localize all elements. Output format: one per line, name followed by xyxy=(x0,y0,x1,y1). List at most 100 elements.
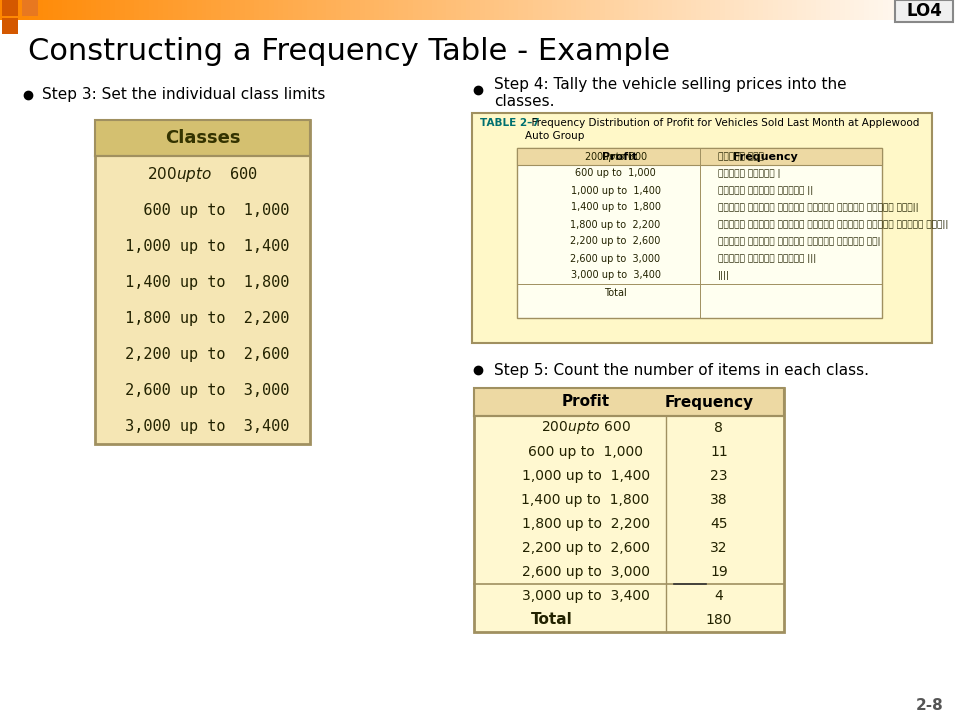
Bar xyxy=(614,0,620,20)
Text: 2,200 up to  2,600: 2,200 up to 2,600 xyxy=(521,541,650,555)
Bar xyxy=(523,0,529,20)
Bar xyxy=(442,0,447,20)
Bar xyxy=(514,0,519,20)
Bar xyxy=(96,0,102,20)
Bar xyxy=(806,0,812,20)
Text: 2,600 up to  3,000: 2,600 up to 3,000 xyxy=(570,253,660,264)
Bar xyxy=(163,0,169,20)
Bar xyxy=(710,0,716,20)
Bar xyxy=(485,0,491,20)
Bar xyxy=(389,0,395,20)
Bar xyxy=(754,0,759,20)
Bar xyxy=(845,0,851,20)
Bar xyxy=(192,0,198,20)
Text: 丨丨丨丨丨 丨丨丨: 丨丨丨丨丨 丨丨丨 xyxy=(718,152,763,161)
Text: 2,200 up to  2,600: 2,200 up to 2,600 xyxy=(570,236,660,246)
Bar xyxy=(206,0,212,20)
Bar xyxy=(230,0,236,20)
Bar xyxy=(518,0,524,20)
Bar xyxy=(643,0,649,20)
Text: classes.: classes. xyxy=(494,94,555,109)
Bar xyxy=(48,0,54,20)
Bar xyxy=(125,0,131,20)
Bar xyxy=(898,0,903,20)
Text: $ 200 up to $ 600: $ 200 up to $ 600 xyxy=(540,420,631,436)
Bar xyxy=(14,0,20,20)
Bar xyxy=(235,0,241,20)
Bar xyxy=(768,0,774,20)
Text: Step 4: Tally the vehicle selling prices into the: Step 4: Tally the vehicle selling prices… xyxy=(494,76,847,91)
Bar xyxy=(926,0,932,20)
Bar xyxy=(110,0,116,20)
Text: Auto Group: Auto Group xyxy=(525,131,585,141)
Bar xyxy=(581,0,587,20)
Text: 23: 23 xyxy=(710,469,728,483)
Bar xyxy=(499,0,505,20)
Bar xyxy=(624,0,630,20)
Text: Step 3: Set the individual class limits: Step 3: Set the individual class limits xyxy=(42,88,325,102)
Bar xyxy=(144,0,150,20)
Text: 丨丨丨丨丨 丨丨丨丨丨 丨丨丨丨丨 |||: 丨丨丨丨丨 丨丨丨丨丨 丨丨丨丨丨 ||| xyxy=(718,254,816,263)
Bar xyxy=(917,0,923,20)
Bar xyxy=(763,0,769,20)
Bar xyxy=(245,0,251,20)
Bar xyxy=(725,0,731,20)
Text: 1,400 up to  1,800: 1,400 up to 1,800 xyxy=(116,274,289,289)
Bar xyxy=(259,0,265,20)
Bar xyxy=(931,0,937,20)
Bar xyxy=(149,0,155,20)
Text: 3,000 up to  3,400: 3,000 up to 3,400 xyxy=(521,589,650,603)
Bar xyxy=(672,0,678,20)
Bar xyxy=(850,0,855,20)
Bar xyxy=(317,0,323,20)
Text: 2-8: 2-8 xyxy=(916,698,944,713)
Bar xyxy=(893,0,899,20)
Text: Frequency: Frequency xyxy=(665,395,755,410)
Bar xyxy=(269,0,275,20)
Bar xyxy=(475,0,481,20)
Bar xyxy=(571,0,577,20)
Bar xyxy=(682,0,687,20)
Text: 3,000 up to  3,400: 3,000 up to 3,400 xyxy=(116,418,289,433)
Bar xyxy=(835,0,841,20)
Bar xyxy=(2,18,18,34)
Bar xyxy=(346,0,351,20)
Bar xyxy=(907,0,913,20)
Bar xyxy=(187,0,193,20)
Bar xyxy=(667,0,673,20)
Text: 丨丨丨丨丨 丨丨丨丨丨 丨丨丨丨丨 丨丨丨丨丨 丨丨丨丨丨 丨丨丨丨丨 丨丨丨||: 丨丨丨丨丨 丨丨丨丨丨 丨丨丨丨丨 丨丨丨丨丨 丨丨丨丨丨 丨丨丨丨丨 丨丨丨|… xyxy=(718,203,919,212)
Bar xyxy=(240,0,246,20)
Text: 1,400 up to  1,800: 1,400 up to 1,800 xyxy=(521,493,650,507)
Bar xyxy=(154,0,159,20)
Bar xyxy=(629,0,635,20)
Text: 4: 4 xyxy=(714,589,723,603)
Text: TABLE 2–7: TABLE 2–7 xyxy=(480,118,540,128)
Bar xyxy=(474,388,784,632)
Bar xyxy=(5,0,11,20)
Text: 600 up to  1,000: 600 up to 1,000 xyxy=(528,445,643,459)
Bar xyxy=(922,0,927,20)
Text: Step 5: Count the number of items in each class.: Step 5: Count the number of items in eac… xyxy=(494,362,869,377)
Bar xyxy=(517,148,882,318)
Bar xyxy=(53,0,59,20)
Bar xyxy=(418,0,423,20)
Bar xyxy=(610,0,615,20)
Bar xyxy=(734,0,740,20)
Bar xyxy=(2,0,18,16)
Bar xyxy=(859,0,865,20)
Bar xyxy=(62,0,68,20)
Bar xyxy=(773,0,779,20)
Bar xyxy=(638,0,644,20)
Bar xyxy=(413,0,419,20)
Bar xyxy=(360,0,366,20)
Bar xyxy=(274,0,279,20)
Bar xyxy=(298,0,303,20)
Bar xyxy=(437,0,443,20)
Bar xyxy=(216,0,222,20)
Text: 600 up to  1,000: 600 up to 1,000 xyxy=(575,168,656,179)
Bar xyxy=(696,0,702,20)
Bar xyxy=(466,0,471,20)
Text: 丨丨丨丨丨 丨丨丨丨丨 丨丨丨丨丨 ||: 丨丨丨丨丨 丨丨丨丨丨 丨丨丨丨丨 || xyxy=(718,186,813,195)
Text: 38: 38 xyxy=(710,493,728,507)
Bar xyxy=(91,0,97,20)
